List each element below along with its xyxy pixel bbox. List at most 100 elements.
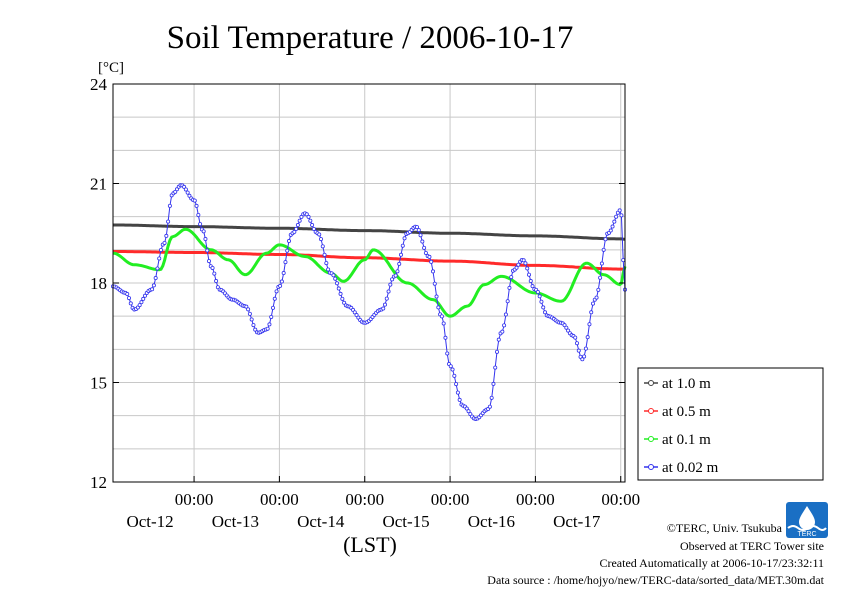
data-point (589, 310, 594, 315)
x-tick-date: Oct-15 (382, 512, 429, 531)
data-point (621, 258, 626, 263)
data-point (575, 341, 580, 346)
data-point (297, 218, 302, 223)
chart-title: Soil Temperature / 2006-10-17 (167, 20, 574, 56)
data-point (414, 225, 419, 230)
data-point (457, 397, 462, 402)
credit-observed: Observed at TERC Tower site (679, 539, 824, 553)
data-point (196, 213, 201, 218)
data-point (441, 321, 446, 326)
x-tick-time: 00:00 (601, 490, 640, 509)
data-point (336, 286, 341, 291)
data-point (272, 296, 277, 301)
data-point (503, 312, 508, 317)
data-point (294, 227, 299, 232)
data-point (541, 305, 546, 310)
data-point (614, 214, 619, 219)
legend-swatch-marker (648, 464, 654, 470)
data-point (434, 294, 439, 299)
legend-label: at 0.5 m (662, 404, 711, 420)
data-point (162, 240, 167, 245)
data-point (334, 281, 339, 286)
data-point (198, 222, 203, 227)
data-point (525, 266, 530, 271)
data-point (274, 289, 279, 294)
data-point (530, 284, 535, 289)
data-point (564, 325, 569, 330)
data-point (566, 328, 571, 333)
data-point (166, 219, 171, 224)
data-point (455, 390, 460, 395)
data-point (338, 291, 343, 296)
data-point (619, 213, 624, 218)
data-point (507, 285, 512, 290)
legend-swatch-marker (648, 380, 654, 386)
data-point (384, 296, 389, 301)
y-tick-label: 15 (90, 374, 107, 393)
x-tick-date: Oct-16 (468, 512, 515, 531)
x-tick-time: 00:00 (516, 490, 555, 509)
data-point (466, 409, 471, 414)
legend: at 1.0 m at 0.5 m at 0.1 m at 0.02 m (637, 367, 824, 481)
data-point (390, 277, 395, 282)
x-axis-ticks: 00:00Oct-1200:00Oct-1300:00Oct-1400:00Oc… (126, 476, 640, 531)
data-point (308, 218, 313, 223)
data-point (535, 290, 540, 295)
grid-lines (113, 84, 625, 482)
series-at-0-1-m (112, 227, 627, 318)
data-point (352, 310, 357, 315)
data-point (214, 279, 219, 284)
data-point (596, 287, 601, 292)
data-point (269, 314, 274, 319)
data-point (158, 247, 163, 252)
data-point (205, 248, 210, 253)
data-point (521, 258, 526, 263)
data-point (388, 282, 393, 287)
data-point (318, 237, 323, 242)
legend-swatch-marker (648, 408, 654, 414)
series-line (113, 250, 625, 271)
data-point (496, 337, 501, 342)
data-point (493, 365, 498, 370)
data-point (573, 335, 578, 340)
data-point (500, 329, 505, 334)
data-point (430, 269, 435, 274)
data-point (436, 305, 441, 310)
data-point (583, 346, 588, 351)
data-point (612, 219, 617, 224)
data-point (393, 273, 398, 278)
data-point (603, 237, 608, 242)
y-axis-unit: [°C] (98, 60, 124, 76)
data-point (580, 357, 585, 362)
data-point (292, 229, 297, 234)
x-tick-time: 00:00 (345, 490, 384, 509)
data-point (206, 259, 211, 264)
y-tick-label: 18 (90, 274, 107, 293)
data-point (155, 266, 160, 271)
data-point (247, 311, 252, 316)
data-point (137, 303, 142, 308)
data-point (420, 239, 425, 244)
data-point (587, 322, 592, 327)
data-point (489, 395, 494, 400)
data-point (210, 265, 215, 270)
data-point (452, 373, 457, 378)
data-point (491, 381, 496, 386)
data-point (340, 296, 345, 301)
data-point (386, 289, 391, 294)
data-point (203, 237, 208, 242)
series-line (112, 227, 627, 318)
data-point (322, 252, 327, 257)
data-point (331, 273, 336, 278)
data-point (601, 247, 606, 252)
data-point (194, 203, 199, 208)
data-point (516, 262, 521, 267)
data-point (528, 279, 533, 284)
terc-logo: TERC (786, 502, 828, 538)
x-tick-date: Oct-12 (126, 512, 173, 531)
data-point (608, 228, 613, 233)
data-point (494, 349, 499, 354)
data-point (381, 306, 386, 311)
data-point (398, 252, 403, 257)
data-point (422, 245, 427, 250)
